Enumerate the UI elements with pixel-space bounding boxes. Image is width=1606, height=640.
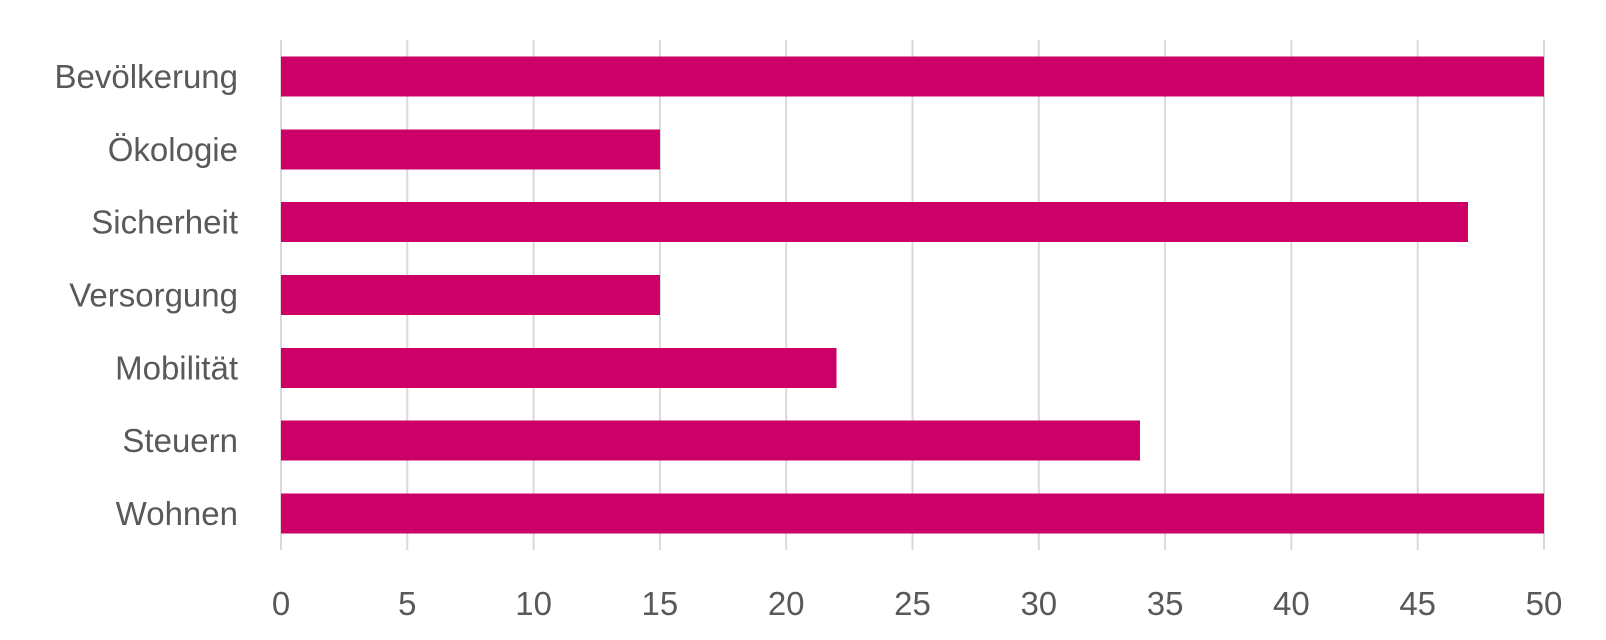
bar bbox=[281, 275, 660, 315]
category-label: Ökologie bbox=[108, 131, 238, 168]
category-label: Mobilität bbox=[115, 349, 238, 386]
category-label: Bevölkerung bbox=[55, 58, 238, 95]
bar bbox=[281, 56, 1544, 97]
x-tick-label: 40 bbox=[1273, 585, 1310, 622]
bar bbox=[281, 129, 660, 170]
bars bbox=[281, 56, 1544, 534]
x-tick-labels: 0 5 10 15 20 25 30 35 40 45 50 bbox=[272, 585, 1563, 622]
bar bbox=[281, 347, 837, 388]
x-tick-label: 30 bbox=[1020, 585, 1057, 622]
category-label: Steuern bbox=[122, 422, 238, 459]
category-label: Sicherheit bbox=[91, 204, 238, 241]
x-tick-label: 50 bbox=[1526, 585, 1563, 622]
x-tick-label: 15 bbox=[642, 585, 679, 622]
x-tick-label: 45 bbox=[1399, 585, 1436, 622]
x-tick-label: 0 bbox=[272, 585, 290, 622]
x-tick-label: 35 bbox=[1147, 585, 1184, 622]
x-tick-label: 20 bbox=[768, 585, 805, 622]
x-tick-label: 5 bbox=[398, 585, 416, 622]
bar bbox=[281, 493, 1544, 534]
x-tick-label: 10 bbox=[515, 585, 552, 622]
x-tick-label: 25 bbox=[894, 585, 931, 622]
category-label: Versorgung bbox=[69, 277, 238, 314]
gridlines bbox=[280, 40, 1545, 550]
bar bbox=[281, 420, 1140, 461]
category-labels: Bevölkerung Ökologie Sicherheit Versorgung M… bbox=[55, 58, 238, 532]
category-label: Wohnen bbox=[116, 495, 238, 532]
bar bbox=[281, 202, 1469, 243]
